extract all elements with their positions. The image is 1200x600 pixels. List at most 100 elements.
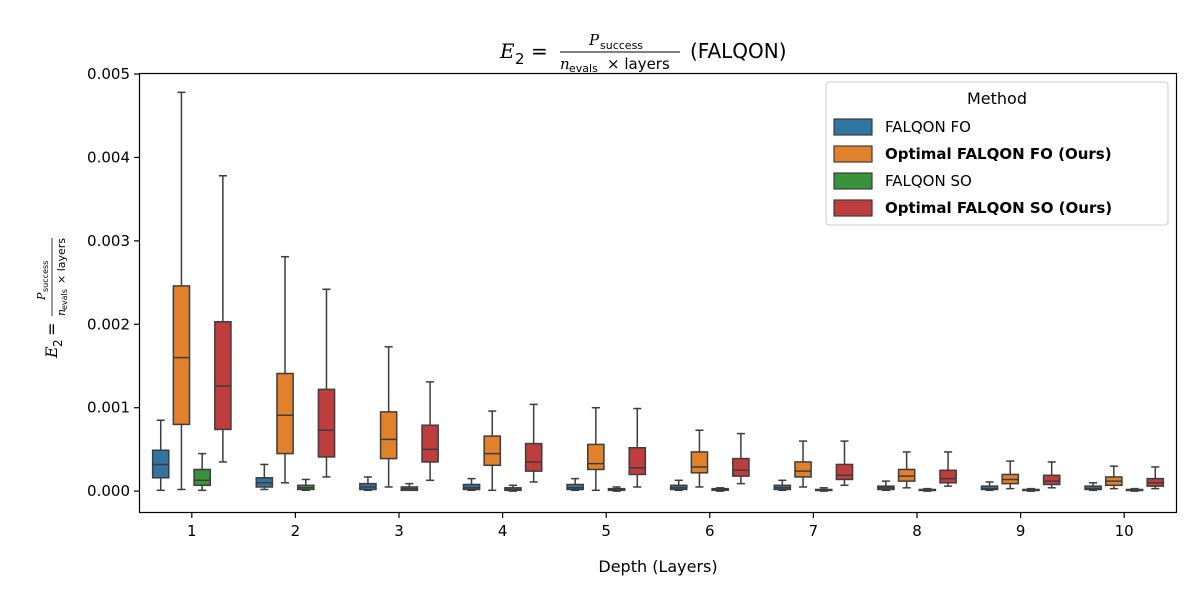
boxes-layer [151,91,1165,492]
box-6 [669,479,688,492]
x-tick-label: 1 [187,522,197,540]
box-7 [835,440,854,487]
iqr-box [193,468,211,487]
box-5 [566,477,584,492]
y-tick-label: 0.002 [87,315,130,333]
ylabel-eq: = [42,323,61,336]
iqr-box [794,461,812,478]
legend-label: Optimal FALQON SO (Ours) [885,199,1112,217]
y-tick-label: 0.000 [87,482,130,500]
legend-swatch [833,172,873,190]
title-eq: = [531,39,548,63]
iqr-box [628,447,647,476]
iqr-box [172,285,191,426]
legend-swatch [833,199,873,217]
y-tick-label: 0.001 [87,399,130,417]
iqr-box [980,485,999,491]
plot-frame [138,72,1178,514]
iqr-box [1042,474,1061,486]
legend-label: Optimal FALQON FO (Ours) [885,145,1112,163]
legend-swatch [833,118,873,136]
x-tick-label: 8 [912,522,922,540]
box-3 [400,482,419,492]
box-5 [607,486,626,492]
y-tick-label: 0.003 [87,232,130,250]
box-7 [814,487,833,492]
iqr-box [483,435,502,467]
box-8 [918,487,937,492]
box-6 [690,429,709,488]
iqr-box [835,463,854,481]
iqr-box [421,424,439,463]
x-tick-label: 6 [705,522,715,540]
iqr-box [317,388,336,458]
series-2 [172,91,1123,492]
legend-frame [825,81,1169,226]
box-9 [1001,460,1020,490]
chart-title: E 2 = P success n evals × layers (FALQON… [499,31,787,75]
box-4 [504,484,522,492]
title-lhs-sub: 2 [515,50,525,68]
box-2 [296,478,315,492]
title-lhs-var: E [499,39,515,63]
x-tick-label: 7 [809,522,819,540]
box-10 [1125,487,1144,492]
ylabel-den-rest: × layers [55,238,68,284]
box-1 [193,452,211,492]
box-4 [462,477,481,492]
box-2 [317,288,336,478]
box-3 [359,476,377,492]
ylabel-lhs-var: E [42,346,61,359]
box-8 [939,451,957,487]
x-tick-label: 9 [1016,522,1026,540]
iqr-box [690,451,709,474]
title-num-sub: success [600,39,643,52]
iqr-box [462,483,481,491]
ylabel-den-var: n [55,309,68,316]
ylabel-num-var: P [35,292,48,301]
ylabel-num-sub: success [41,261,50,292]
box-4 [483,410,502,492]
iqr-box [587,443,605,471]
iqr-box [379,411,398,460]
x-tick-label: 4 [498,522,508,540]
series-3 [193,452,1144,492]
legend-swatch [833,145,873,163]
title-suffix: (FALQON) [690,39,787,63]
box-9 [1042,461,1061,489]
box-6 [732,432,750,485]
series-1 [151,419,1102,492]
legend-items: FALQON FO Optimal FALQON FO (Ours) FALQON … [833,118,1112,217]
y-tick-label: 0.004 [87,148,130,166]
title-den-sub: evals [569,62,598,75]
legend: Method FALQON FO Optimal FALQON FO (Ours)… [825,81,1169,226]
ticks-layer: 0.000 0.001 0.002 0.003 0.004 0.005 1 2 3 4 5 6 7 8 9 1… [87,65,1134,540]
box-3 [379,346,398,488]
iqr-box [939,469,957,484]
x-tick-label: 3 [394,522,404,540]
box-1 [172,91,191,491]
y-tick-label: 0.005 [87,65,130,83]
box-6 [711,487,729,492]
title-num-var: P [588,31,600,49]
title-den-var: n [560,55,570,73]
box-5 [587,406,605,492]
x-tick-label: 10 [1115,522,1134,540]
ylabel-lhs-sub: 2 [51,339,65,347]
x-tick-label: 5 [601,522,611,540]
legend-label: FALQON FO [885,118,971,136]
box-7 [794,440,812,488]
box-9 [980,481,999,492]
iqr-box [732,457,750,477]
iqr-box [566,483,584,491]
legend-title: Method [967,89,1027,108]
box-10 [1084,482,1102,492]
title-den-rest: × layers [607,55,670,73]
box-5 [628,407,647,488]
iqr-box [214,321,232,431]
box-2 [255,463,274,491]
box-3 [421,381,439,482]
iqr-box [276,372,294,455]
iqr-box [1084,485,1102,491]
